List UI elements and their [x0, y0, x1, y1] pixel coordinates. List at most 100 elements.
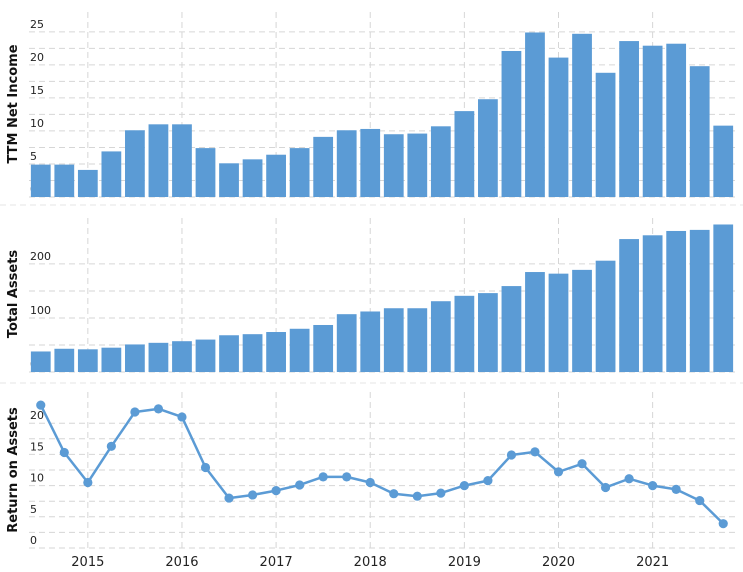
- total-assets-bar: [642, 235, 663, 372]
- return-on-assets-point: [342, 472, 352, 482]
- total-assets-bar: [30, 351, 51, 372]
- net-income-bar: [30, 164, 51, 197]
- return-on-assets-point: [177, 412, 187, 422]
- return-on-assets-panel: Return on Assets 0 5 10 15 20: [6, 400, 728, 547]
- return-on-assets-point: [130, 407, 140, 417]
- net-income-bar: [383, 134, 404, 197]
- net-income-bar: [148, 124, 169, 197]
- total-assets-bar: [195, 339, 216, 372]
- return-on-assets-y-tick-label: 15: [30, 440, 44, 453]
- x-tick-label: 2015: [71, 555, 104, 570]
- net-income-y-tick-label: 10: [30, 117, 44, 130]
- net-income-bar: [548, 57, 569, 197]
- net-income-y-tick-label: 15: [30, 84, 44, 97]
- return-on-assets-point: [436, 488, 446, 498]
- return-on-assets-point: [200, 462, 211, 473]
- net-income-bar: [478, 99, 498, 197]
- total-assets-axis-label: Total Assets: [6, 250, 21, 339]
- total-assets-bar: [77, 349, 98, 372]
- net-income-bar: [289, 148, 310, 197]
- net-income-y-tick-label: 20: [30, 51, 44, 64]
- net-income-bar: [125, 130, 145, 197]
- total-assets-y-tick-label: 100: [30, 304, 51, 317]
- return-on-assets-point: [648, 481, 658, 491]
- total-assets-bars: [30, 224, 734, 372]
- x-tick-label: 2016: [165, 555, 198, 570]
- total-assets-bar: [689, 229, 710, 372]
- x-tick-label: 2018: [354, 555, 387, 570]
- net-income-bar: [101, 151, 122, 197]
- total-assets-bar: [595, 260, 616, 372]
- return-on-assets-point: [718, 519, 728, 529]
- total-assets-bar: [242, 334, 263, 372]
- total-assets-bar: [289, 328, 310, 372]
- return-on-assets-line: [36, 400, 728, 529]
- return-on-assets-point: [224, 493, 234, 503]
- net-income-axis-label: TTM Net Income: [6, 44, 21, 163]
- total-assets-bar: [148, 342, 169, 372]
- total-assets-bar: [501, 286, 522, 372]
- return-on-assets-point: [389, 489, 399, 499]
- return-on-assets-point: [600, 482, 611, 493]
- net-income-bar: [713, 125, 734, 197]
- total-assets-bar: [101, 347, 122, 372]
- return-on-assets-y-tick-label: 20: [30, 409, 44, 422]
- x-tick-label: 2019: [448, 555, 481, 570]
- x-tick-label: 2020: [542, 555, 575, 570]
- net-income-bar: [525, 32, 545, 197]
- return-on-assets-point: [459, 481, 469, 491]
- return-on-assets-point: [318, 472, 328, 482]
- net-income-bar: [619, 41, 639, 198]
- return-on-assets-point: [36, 400, 46, 410]
- return-on-assets-y-tick-label: 5: [30, 503, 37, 516]
- return-on-assets-point: [624, 474, 634, 484]
- net-income-bar: [266, 154, 286, 197]
- net-income-panel: TTM Net Income 0510152025: [6, 18, 734, 198]
- net-income-bar: [219, 163, 239, 197]
- net-income-bar: [77, 169, 98, 197]
- return-on-assets-y-tick-label: 0: [30, 534, 37, 547]
- total-assets-bar: [407, 308, 428, 372]
- net-income-bar: [407, 133, 428, 197]
- return-on-assets-point: [530, 447, 540, 457]
- return-on-assets-point: [295, 480, 305, 490]
- x-tick-label: 2017: [260, 555, 293, 570]
- return-on-assets-point: [153, 404, 164, 414]
- return-on-assets-point: [553, 467, 564, 477]
- total-assets-bar: [478, 293, 498, 372]
- total-assets-bar: [360, 311, 381, 372]
- total-assets-panel: Total Assets 0100200: [6, 224, 734, 372]
- total-assets-y-tick-label: 200: [30, 250, 51, 263]
- return-on-assets-point: [671, 484, 681, 494]
- total-assets-bar: [666, 230, 687, 372]
- total-assets-bar: [572, 269, 592, 372]
- total-assets-bar: [336, 314, 357, 372]
- return-on-assets-point: [695, 495, 705, 506]
- net-income-bar: [242, 159, 263, 197]
- total-assets-bar: [383, 308, 404, 372]
- total-assets-bar: [548, 273, 569, 372]
- total-assets-bar: [430, 301, 451, 372]
- net-income-bars: [30, 32, 734, 198]
- return-on-assets-point: [106, 441, 116, 451]
- return-on-assets-point: [506, 450, 517, 460]
- net-income-bar: [595, 72, 616, 197]
- net-income-bar: [454, 111, 475, 197]
- net-income-bar: [54, 164, 75, 197]
- total-assets-bar: [619, 239, 639, 372]
- return-on-assets-y-ticks: 0 5 10 15 20: [30, 409, 44, 547]
- return-on-assets-axis-label: Return on Assets: [6, 407, 21, 533]
- return-on-assets-point: [271, 485, 281, 496]
- total-assets-bar: [713, 224, 734, 372]
- net-income-bar: [689, 66, 710, 197]
- total-assets-bar: [172, 341, 192, 372]
- net-income-y-tick-label: 5: [30, 150, 37, 163]
- total-assets-bar: [454, 295, 475, 372]
- total-assets-bar: [54, 348, 75, 372]
- return-on-assets-y-tick-label: 10: [30, 472, 44, 485]
- net-income-bar: [572, 33, 592, 197]
- return-on-assets-point: [577, 459, 587, 469]
- return-on-assets-point: [483, 476, 493, 486]
- net-income-y-tick-label: 25: [30, 18, 44, 31]
